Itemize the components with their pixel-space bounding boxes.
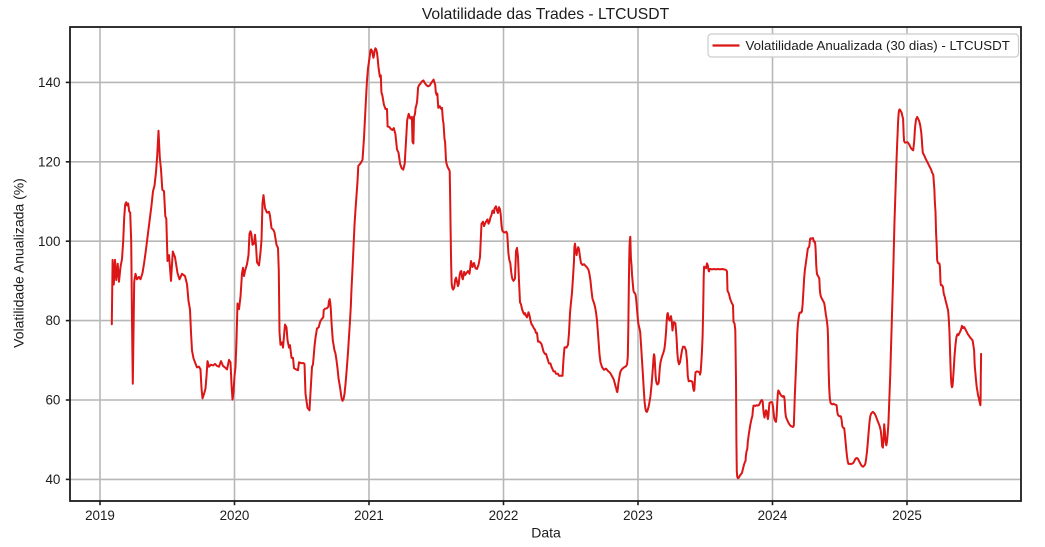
svg-text:2022: 2022 [489, 508, 519, 523]
svg-text:2019: 2019 [85, 508, 115, 523]
svg-text:40: 40 [45, 472, 60, 487]
svg-text:140: 140 [38, 75, 60, 90]
svg-text:60: 60 [45, 393, 60, 408]
svg-text:2024: 2024 [758, 508, 788, 523]
svg-text:Volatilidade das Trades - LTCU: Volatilidade das Trades - LTCUSDT [422, 6, 670, 23]
svg-text:2025: 2025 [892, 508, 922, 523]
svg-text:100: 100 [38, 234, 60, 249]
svg-text:Volatilidade Anualizada (%): Volatilidade Anualizada (%) [11, 178, 27, 348]
svg-text:2020: 2020 [220, 508, 250, 523]
svg-text:80: 80 [45, 313, 60, 328]
svg-text:Data: Data [531, 525, 561, 541]
svg-text:120: 120 [38, 154, 60, 169]
svg-text:2021: 2021 [354, 508, 384, 523]
svg-text:Volatilidade Anualizada (30 di: Volatilidade Anualizada (30 dias) - LTCU… [746, 38, 1010, 53]
svg-text:2023: 2023 [623, 508, 653, 523]
